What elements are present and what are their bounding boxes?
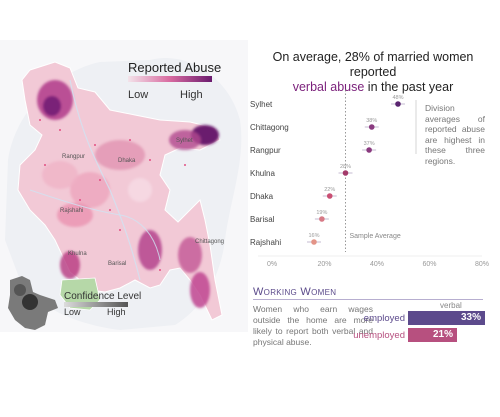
map-label-barisal: Barisal xyxy=(108,261,126,267)
x-tick-label: 60% xyxy=(422,261,436,268)
data-label: 22% xyxy=(324,187,335,193)
confidence-low-label: Low xyxy=(64,307,81,317)
confidence-high-label: High xyxy=(107,307,126,317)
map-label-dhaka: Dhaka xyxy=(118,158,136,164)
category-label: Dhaka xyxy=(250,192,274,201)
data-point xyxy=(327,193,333,199)
data-label: 37% xyxy=(364,141,375,147)
working-women-rule xyxy=(253,299,483,300)
category-label: Barisal xyxy=(250,215,275,224)
category-label: Khulna xyxy=(250,169,275,178)
bar: 21% xyxy=(408,328,457,342)
bar-value: 33% xyxy=(461,312,481,323)
side-note: Division averages of reported abuse are … xyxy=(425,103,485,166)
map-label-rajshahi: Rajshahi xyxy=(60,208,83,214)
map-label-sylhet: Sylhet xyxy=(176,138,193,144)
x-tick-label: 20% xyxy=(317,261,331,268)
data-point xyxy=(369,124,375,130)
data-label: 28% xyxy=(340,164,351,170)
category-label: Sylhet xyxy=(250,100,273,109)
working-women-bars: employed 33% unemployed 21% xyxy=(345,311,485,345)
data-point xyxy=(311,239,317,245)
legend-low-label: Low xyxy=(128,89,148,101)
sample-average-label: Sample Average xyxy=(350,233,401,240)
x-tick-label: 0% xyxy=(267,261,277,268)
data-label: 19% xyxy=(316,210,327,216)
data-point xyxy=(319,216,325,222)
category-label: Chittagong xyxy=(250,123,289,132)
bar: 33% xyxy=(408,311,485,325)
data-point xyxy=(366,147,372,153)
bar-value: 21% xyxy=(433,329,453,340)
bangladesh-abuse-map: Rangpur Sylhet Dhaka Rajshahi Khulna Bar… xyxy=(0,40,248,332)
bar-label: employed xyxy=(345,313,405,324)
map-label-rangpur: Rangpur xyxy=(62,154,85,160)
data-point xyxy=(343,170,349,176)
map-label-khulna: Khulna xyxy=(68,251,87,257)
data-label: 16% xyxy=(308,233,319,239)
bar-label: unemployed xyxy=(345,330,405,341)
headline-line1: On average, 28% of married women reporte… xyxy=(273,50,474,79)
working-women-bar-row: unemployed 21% xyxy=(345,328,485,342)
data-label: 48% xyxy=(392,95,403,101)
x-tick-label: 40% xyxy=(370,261,384,268)
abuse-legend-gradient xyxy=(128,76,212,82)
x-tick-label: 80% xyxy=(475,261,489,268)
confidence-title: Confidence Level xyxy=(64,291,141,302)
data-point xyxy=(395,101,401,107)
verbal-column-label: verbal xyxy=(440,301,462,310)
working-women-title: Working Women xyxy=(253,286,336,298)
working-women-bar-row: employed 33% xyxy=(345,311,485,325)
map-label-chittagong: Chittagong xyxy=(195,239,224,245)
category-label: Rangpur xyxy=(250,146,281,155)
category-label: Rajshahi xyxy=(250,238,281,247)
data-label: 38% xyxy=(366,118,377,124)
legend-title: Reported Abuse xyxy=(128,60,221,75)
legend-high-label: High xyxy=(180,89,203,101)
